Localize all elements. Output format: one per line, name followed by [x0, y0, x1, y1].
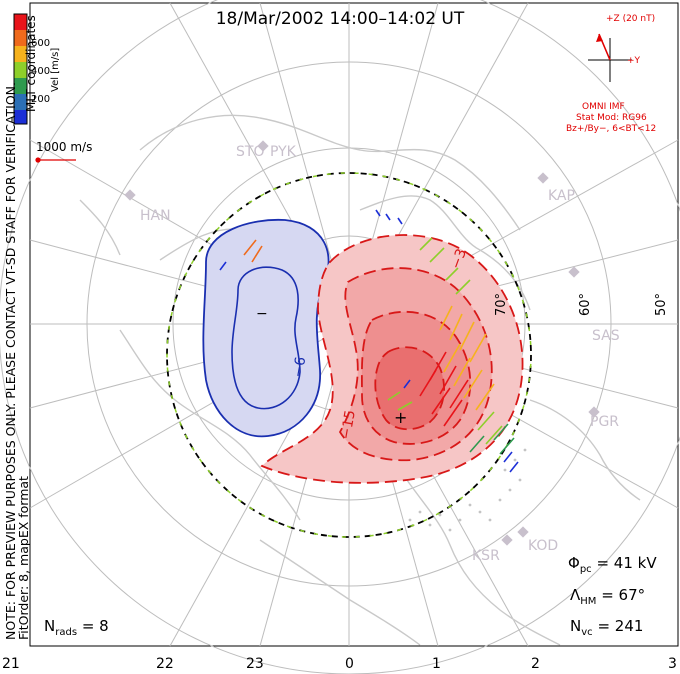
- imf-conditions: Bz+/By−, 6<BT<12: [566, 124, 657, 134]
- stat-phi-pc: Φpc = 41 kV: [568, 554, 657, 575]
- station-marker-kod: [517, 526, 529, 538]
- positive-potential-cell: [260, 234, 524, 484]
- stat-lambda-symbol: Λ: [570, 586, 581, 604]
- station-label-han: HAN: [140, 208, 171, 224]
- stat-nvc-symbol: N: [570, 617, 582, 635]
- stat-nrads-symbol: N: [44, 617, 56, 635]
- stat-nrads-value: = 8: [81, 617, 109, 635]
- page-title: 18/Mar/2002 14:00–14:02 UT: [215, 9, 465, 29]
- station-marker-han: [124, 189, 136, 201]
- velocity-colorbar: [13, 13, 28, 125]
- station-marker-sto: [257, 140, 269, 152]
- station-label-sas: SAS: [592, 328, 620, 344]
- station-marker-sas: [568, 266, 580, 278]
- velocity-scale-label: 1000 m/s: [36, 140, 93, 154]
- colorbar-tick-600: 600: [31, 38, 51, 49]
- stat-nvc-sub: vc: [581, 627, 593, 638]
- mlt-label-23: 23: [246, 656, 264, 672]
- stat-phi-sub: pc: [579, 564, 592, 575]
- colorbar-tick-200: 200: [31, 94, 51, 105]
- station-label-ksr: KSR: [472, 548, 500, 564]
- imf-y-label: +Y: [627, 56, 641, 66]
- side-note: NOTE: FOR PREVIEW PURPOSES ONLY. PLEASE …: [3, 82, 31, 640]
- station-marker-kap: [537, 172, 549, 184]
- colorbar-tick-400: 400: [31, 66, 51, 77]
- stat-nvc-value: = 241: [597, 617, 644, 635]
- mlt-label-3: 3: [668, 656, 677, 672]
- station-marker-pgr: [588, 406, 600, 418]
- imf-source: OMNI IMF: [582, 102, 625, 112]
- imf-dial: [588, 33, 632, 82]
- stat-nrads-sub: rads: [55, 627, 78, 638]
- station-marker-ksr: [501, 534, 513, 546]
- stat-lambda-value: = 67°: [601, 586, 646, 604]
- stat-phi-symbol: Φ: [568, 554, 580, 572]
- velocity-scale-arrow: [35, 157, 76, 163]
- negative-potential-cell: [202, 218, 330, 438]
- station-label-kod: KOD: [528, 538, 559, 554]
- data-dots: [408, 448, 527, 532]
- imf-stat-mod: Stat Mod: RG96: [576, 113, 647, 123]
- velocity-vectors: [219, 209, 519, 473]
- imf-z-label: +Z (20 nT): [606, 14, 656, 24]
- mlt-label-1: 1: [432, 656, 441, 672]
- station-label-sto: STO: [236, 144, 265, 160]
- mlt-label-0: 0: [345, 656, 354, 672]
- contour-label-neg: −: [256, 306, 268, 322]
- lat-label-60: 60°: [578, 292, 593, 316]
- side-note-line2: FitOrder: 8, mapEX format: [16, 476, 31, 640]
- stat-nvc: Nvc = 241: [570, 617, 643, 638]
- lat-label-50: 50°: [654, 292, 669, 316]
- mlt-label-22: 22: [156, 656, 174, 672]
- mlt-label-21: 21: [2, 656, 20, 672]
- station-label-pgr: PGR: [590, 414, 620, 430]
- stat-lambda-hm: ΛHM = 67°: [570, 586, 645, 607]
- stat-lambda-sub: HM: [580, 596, 597, 607]
- hm-boundary-vectors: [166, 172, 532, 538]
- station-label-kap: KAP: [548, 188, 575, 204]
- stat-phi-value: = 41 kV: [596, 554, 657, 572]
- mlt-label-2: 2: [531, 656, 540, 672]
- contour-label-plus: +: [394, 408, 408, 427]
- colorbar-label: Vel [m/s]: [50, 47, 61, 92]
- lat-label-70: 70°: [494, 292, 509, 316]
- station-label-pyk: PYK: [270, 144, 296, 160]
- stat-nrads: Nrads = 8: [44, 617, 109, 638]
